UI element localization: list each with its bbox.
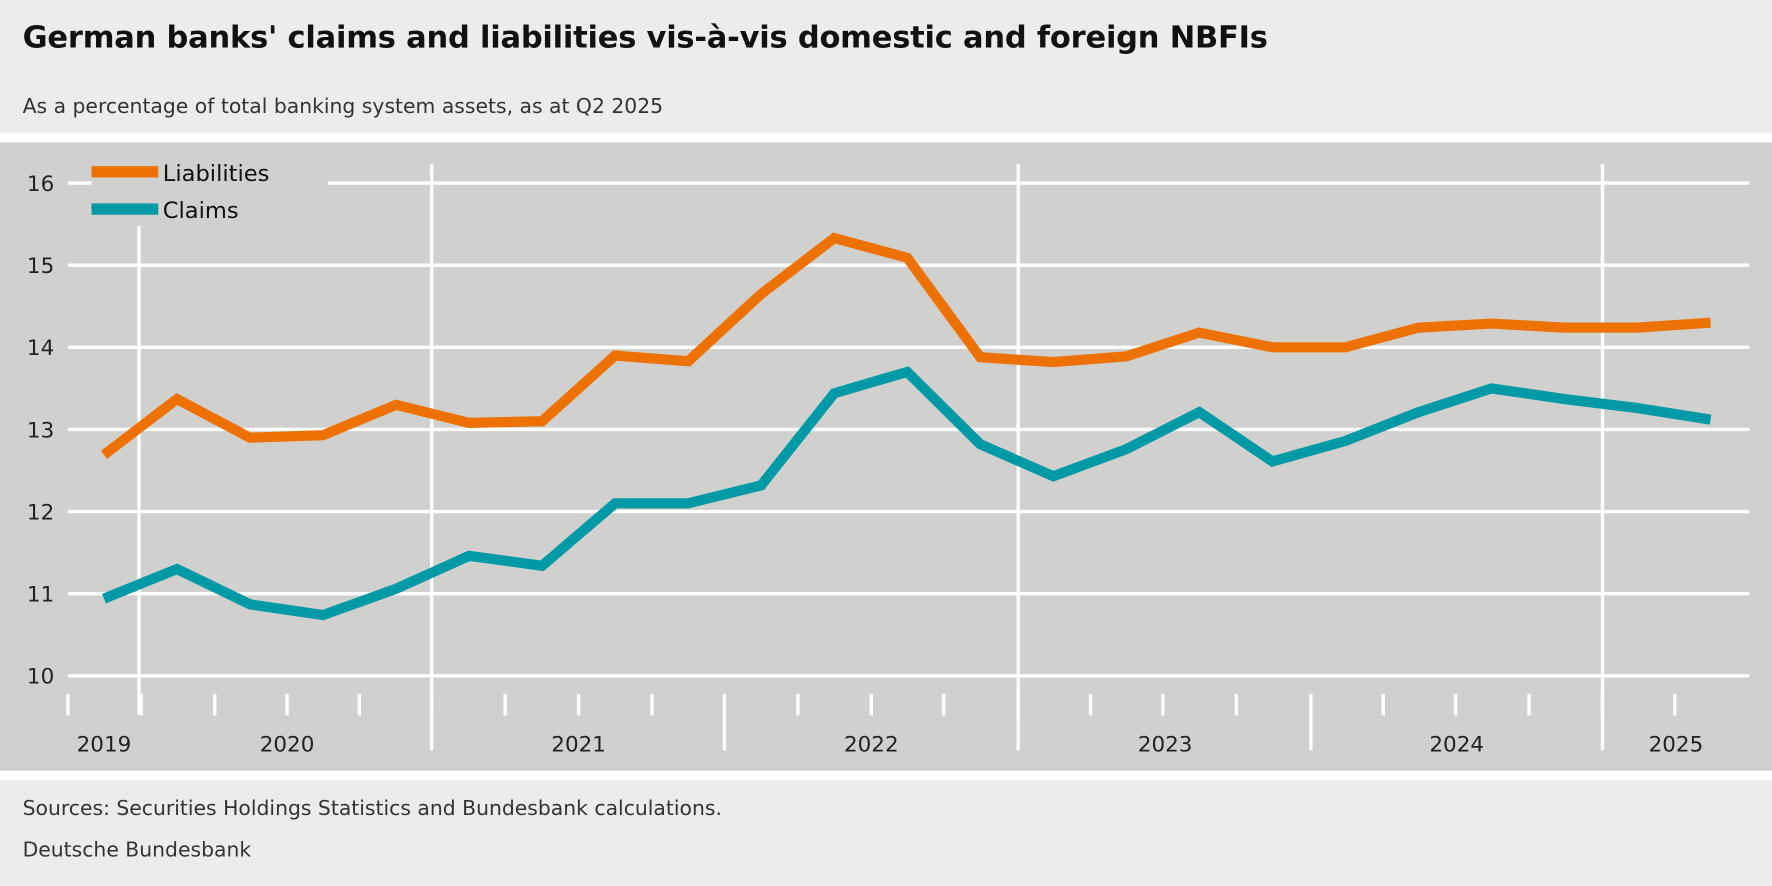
legend-label-liabilities: Liabilities: [163, 161, 270, 187]
legend-swatch-claims: [91, 203, 159, 215]
chart-title: German banks' claims and liabilities vis…: [22, 20, 1268, 56]
x-tick-label: 2023: [1138, 733, 1193, 758]
publisher-name: Deutsche Bundesbank: [22, 838, 252, 863]
x-tick-label: 2022: [844, 733, 899, 758]
legend-label-claims: Claims: [163, 198, 239, 224]
y-tick-label: 14: [27, 336, 54, 361]
y-tick-label: 10: [27, 665, 54, 690]
divider: [0, 770, 1772, 780]
legend-swatch-liabilities: [91, 166, 159, 178]
y-tick-label: 13: [27, 418, 54, 443]
series-line-liabilities: [100, 232, 1711, 459]
x-tick-label: 2019: [77, 733, 132, 758]
series-line-claims: [102, 366, 1712, 621]
sources-note: Sources: Securities Holdings Statistics …: [22, 796, 722, 821]
divider: [0, 133, 1772, 143]
y-tick-label: 15: [27, 254, 54, 279]
y-tick-label: 11: [27, 583, 54, 608]
x-tick-label: 2025: [1649, 733, 1704, 758]
chart-subtitle: As a percentage of total banking system …: [22, 94, 664, 119]
x-tick-label: 2021: [551, 733, 606, 758]
y-tick-label: 16: [27, 172, 54, 197]
x-tick-label: 2020: [260, 733, 315, 758]
y-tick-label: 12: [27, 500, 54, 525]
x-tick-label: 2024: [1429, 733, 1484, 758]
